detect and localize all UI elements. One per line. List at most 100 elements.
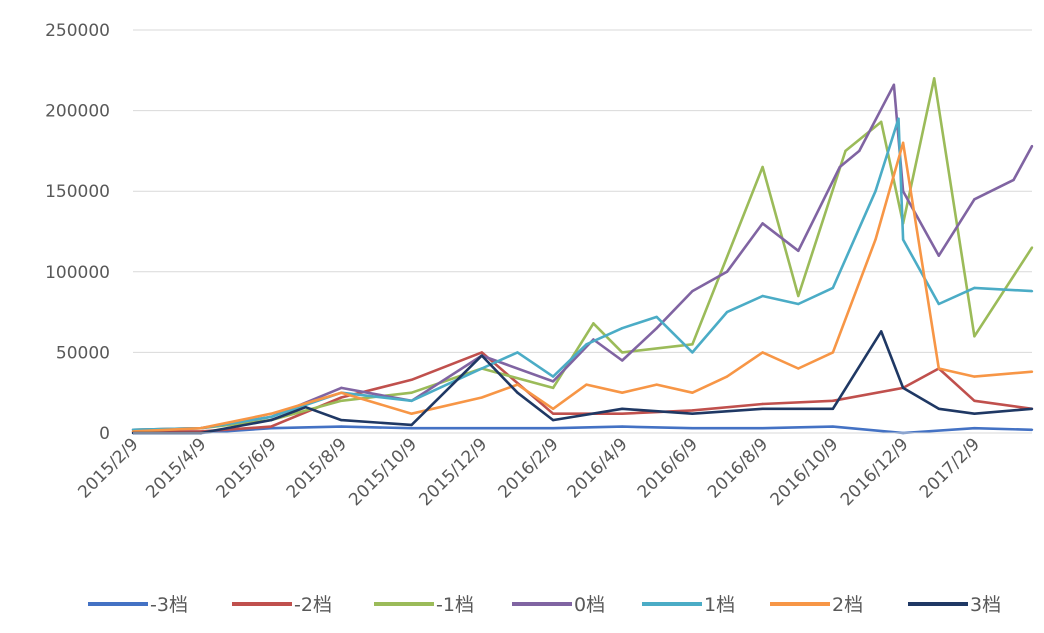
data-point [340, 418, 343, 422]
data-point [937, 302, 940, 306]
data-point [937, 407, 940, 411]
legend-label: 2档 [832, 594, 863, 616]
legend-label: 1档 [704, 594, 735, 616]
data-point [410, 399, 413, 402]
data-point [831, 407, 835, 411]
y-tick-label: 150000 [45, 182, 110, 202]
data-point [410, 423, 413, 427]
data-point [340, 425, 343, 428]
data-point [797, 367, 800, 370]
data-point [761, 407, 764, 411]
data-point [410, 412, 413, 415]
data-point [592, 322, 595, 325]
data-point [410, 391, 413, 394]
data-point [732, 238, 736, 241]
data-point [269, 412, 273, 415]
data-point [797, 302, 800, 306]
data-point [410, 426, 413, 430]
legend-label: 0档 [574, 594, 605, 616]
data-point [973, 198, 976, 201]
data-point [480, 367, 483, 370]
data-point [973, 286, 976, 290]
data-point [831, 399, 835, 402]
data-point [551, 412, 555, 415]
data-point [797, 294, 800, 298]
data-point [973, 335, 976, 338]
data-point [691, 409, 694, 412]
data-point [340, 396, 343, 399]
data-point [551, 386, 555, 390]
legend-label: 3档 [970, 594, 1001, 616]
data-point [932, 77, 936, 80]
data-point [199, 426, 203, 430]
data-point [410, 378, 413, 382]
data-point [621, 407, 624, 411]
data-point [897, 117, 900, 120]
data-point [621, 327, 624, 330]
x-tick-label: 2016/10/9 [767, 434, 843, 510]
data-point [691, 343, 694, 346]
y-tick-label: 0 [99, 424, 110, 444]
data-point [551, 380, 555, 383]
data-point [858, 149, 861, 153]
legend-label: -3档 [150, 594, 188, 616]
data-point [725, 375, 729, 378]
y-tick-label: 50000 [56, 343, 110, 363]
data-point [585, 383, 588, 386]
data-point [269, 425, 273, 428]
x-tick-label: 2015/8/9 [283, 434, 351, 502]
data-point [691, 412, 694, 415]
data-point [973, 426, 976, 430]
data-point [1030, 144, 1034, 148]
x-tick-label: 2016/12/9 [837, 434, 913, 510]
data-point [340, 386, 343, 390]
data-point [901, 141, 905, 145]
data-point [892, 83, 896, 87]
data-point [480, 354, 483, 357]
data-point [1030, 407, 1034, 411]
data-point [761, 222, 764, 225]
series-line-0 [133, 425, 1033, 435]
legend-layer: -3档 -2档 -1档 0档 1档 2档 3档 [88, 594, 1001, 616]
x-tick-label: 2016/2/9 [495, 434, 563, 502]
series-layer [131, 77, 1034, 435]
data-point [761, 165, 764, 169]
data-point [691, 289, 694, 293]
data-point [340, 391, 343, 394]
data-point [1030, 370, 1034, 373]
x-tick-label: 2016/6/9 [634, 434, 702, 502]
data-point [761, 294, 764, 298]
data-point [551, 375, 555, 378]
y-tick-label: 200000 [45, 102, 110, 122]
data-point [1030, 246, 1034, 249]
data-point [1030, 289, 1034, 293]
x-tick-label: 2015/10/9 [345, 434, 421, 510]
x-tick-label: 2015/12/9 [416, 434, 492, 510]
data-point [831, 351, 835, 354]
data-point [269, 415, 273, 419]
data-point [937, 254, 940, 257]
data-point [901, 386, 905, 390]
data-point [844, 149, 847, 153]
data-point [880, 120, 883, 124]
data-point [691, 426, 694, 430]
data-point [655, 383, 658, 386]
x-tick-label: 2015/2/9 [74, 434, 142, 502]
data-point [1030, 428, 1034, 431]
data-point [480, 426, 483, 430]
data-point [621, 425, 624, 428]
data-point [621, 351, 624, 354]
data-point [973, 412, 976, 415]
data-point [874, 238, 877, 241]
x-tick-label: 2016/8/9 [704, 434, 772, 502]
data-point [973, 375, 976, 378]
data-point [269, 418, 273, 422]
y-tick-label: 100000 [45, 263, 110, 283]
data-point [831, 425, 835, 428]
data-point [621, 359, 624, 362]
data-point [551, 418, 555, 422]
data-point [761, 426, 764, 430]
x-tick-label: 2015/4/9 [142, 434, 210, 502]
